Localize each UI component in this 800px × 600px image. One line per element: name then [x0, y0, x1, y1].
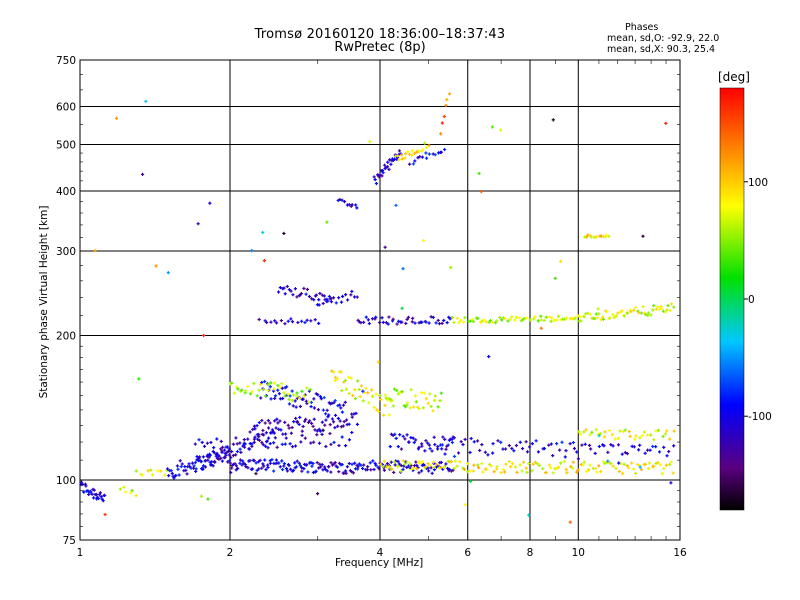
x-tick-label: 8: [527, 547, 534, 559]
colorbar: [719, 87, 745, 511]
chart-title: Tromsø 20160120 18:36:00–18:37:43: [254, 27, 506, 42]
colorbar-tick-label: 0: [748, 294, 755, 306]
y-tick-label: 100: [56, 475, 76, 487]
y-tick-label: 75: [63, 535, 76, 547]
x-axis-label: Frequency [MHz]: [335, 557, 424, 569]
y-tick-label: 600: [56, 102, 76, 114]
x-tick-label: 6: [464, 547, 471, 559]
x-tick-label: 1: [77, 547, 84, 559]
phase-stats-title: Phases: [625, 22, 659, 33]
chart-subtitle: RwPretec (8p): [334, 40, 426, 55]
x-tick-label: 16: [673, 547, 687, 559]
phase-stats-x: mean, sd,X: 90.3, 25.4: [607, 44, 716, 55]
y-tick-label: 500: [56, 140, 76, 152]
x-tick-label: 2: [227, 547, 234, 559]
x-tick-label: 4: [377, 547, 384, 559]
y-tick-label: 750: [56, 55, 76, 67]
y-tick-label: 300: [56, 246, 76, 258]
colorbar-tick-label: 100: [748, 177, 768, 189]
y-tick-label: 200: [56, 331, 76, 343]
x-tick-label: 10: [572, 547, 585, 559]
colorbar-tick-label: -100: [748, 411, 772, 423]
phase-stats-o: mean, sd,O: -92.9, 22.0: [607, 33, 720, 44]
colorbar-label: [deg]: [718, 70, 750, 84]
y-tick-label: 400: [56, 186, 76, 198]
